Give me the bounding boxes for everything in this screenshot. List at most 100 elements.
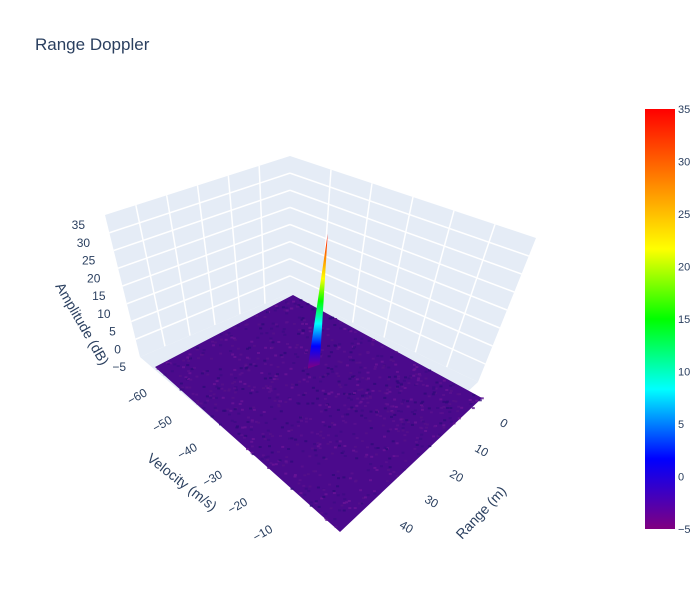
surface-texture-dot [340,504,344,507]
surface-texture-dot [389,359,393,362]
surface-texture-dot [214,396,218,399]
surface-texture-dot [283,309,287,312]
surface-texture-dot [392,455,396,458]
surface-texture-dot [326,434,330,437]
surface-texture-dot [254,364,258,367]
surface-texture-dot [350,398,353,401]
surface-texture-dot [191,392,195,395]
surface-texture-dot [294,438,298,441]
surface-texture-dot [404,459,408,462]
surface-texture-dot [297,304,301,307]
surface-texture-dot [353,346,356,349]
surface-texture-dot [269,363,273,366]
surface-texture-dot [369,396,372,399]
surface-texture-dot [252,406,256,409]
surface-texture-dot [193,366,196,369]
surface-texture-dot [368,419,372,422]
surface-texture-dot [472,394,476,397]
surface-texture-dot [306,473,310,476]
surface-texture-dot [212,383,216,386]
surface-texture-dot [402,468,406,471]
surface-texture-dot [227,332,231,335]
surface-texture-dot [297,332,301,335]
surface-texture-dot [402,399,406,402]
surface-texture-dot [285,312,289,315]
surface-texture-dot [312,376,316,379]
surface-texture-dot [336,494,340,497]
surface-texture-dot [267,467,271,469]
surface-texture-dot [285,461,289,464]
surface-texture-dot [290,487,294,490]
surface-texture-dot [415,436,419,439]
surface-texture-dot [360,440,364,443]
y-tick-label: −60 [125,385,150,407]
surface-texture-dot [399,410,403,413]
surface-texture-dot [319,380,323,383]
surface-texture-dot [371,343,375,346]
surface-texture-dot [393,375,397,378]
grid-line [383,196,414,338]
surface-texture-dot [417,377,421,380]
surface-texture-dot [394,405,398,408]
surface-texture-dot [363,496,367,499]
surface-texture-dot [274,375,278,378]
surface-texture-dot [270,327,274,330]
surface-texture-dot [330,339,334,342]
surface-texture-dot [213,406,217,409]
surface-texture-dot [290,437,294,440]
surface-texture-dot [268,390,272,393]
surface-texture-dot [389,405,393,408]
surface-texture-dot [211,340,214,343]
surface-texture-dot [351,359,355,362]
surface-texture-dot [423,422,427,425]
surface-texture-dot [305,336,309,339]
surface-texture-dot [390,410,394,412]
colorbar-tick-label: 20 [678,262,690,274]
z-tick-label: 15 [92,289,106,303]
surface-texture-dot [300,306,304,308]
surface-texture-dot [333,518,337,521]
surface-texture-dot [285,321,289,324]
surface-texture-dot [419,380,423,383]
surface-texture-dot [299,346,303,349]
surface-texture-dot [384,402,388,405]
surface-texture-dot [229,409,233,412]
surface-texture-dot [318,353,322,356]
surface-texture-dot [214,403,218,406]
z-tick-label: 35 [72,218,86,232]
surface-texture-dot [330,452,334,455]
surface-texture-dot [219,344,223,347]
surface-texture-dot [391,411,395,414]
surface-texture-dot [410,423,414,426]
surface-texture-dot [285,306,289,309]
surface-texture-dot [268,433,272,436]
surface-texture-dot [200,372,204,375]
surface-texture-dot [301,322,305,325]
surface-texture-dot [319,430,323,433]
surface-texture-dot [249,407,252,410]
surface-texture-dot [338,383,341,386]
surface-texture-dot [399,383,403,386]
surface-texture-dot [349,330,353,333]
surface-texture-dot [395,370,399,373]
surface-texture-dot [304,323,308,325]
surface-texture-dot [365,453,369,456]
surface-texture-dot [302,319,306,322]
surface-texture-dot [400,402,404,405]
surface-texture-dot [449,392,452,394]
surface-texture-dot [440,412,444,415]
surface-texture-dot [380,465,383,468]
surface-texture-dot [311,386,315,389]
surface-texture-dot [189,378,193,381]
surface-texture-dot [390,415,393,418]
chart-title: Range Doppler [35,35,150,54]
surface-texture-dot [280,356,284,359]
surface-texture-dot [236,425,239,428]
surface-texture-dot [240,372,244,375]
surface-texture-dot [373,382,377,385]
surface-texture-dot [360,502,364,505]
surface-texture-dot [322,437,325,439]
surface-texture-dot [316,445,320,448]
surface-texture-dot [197,357,200,360]
